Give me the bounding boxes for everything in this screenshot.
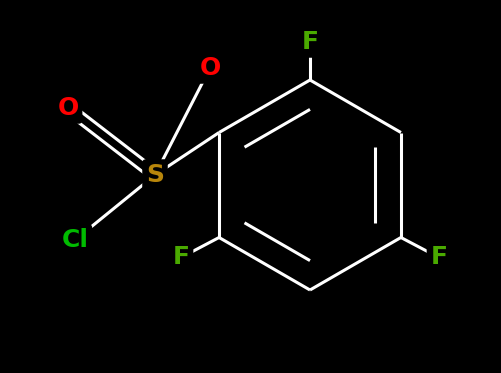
Text: F: F (430, 245, 447, 270)
Text: S: S (146, 163, 164, 187)
Text: Cl: Cl (62, 228, 89, 252)
Text: F: F (302, 30, 319, 54)
Text: O: O (199, 56, 220, 80)
Text: O: O (58, 96, 79, 120)
Text: F: F (172, 245, 189, 270)
